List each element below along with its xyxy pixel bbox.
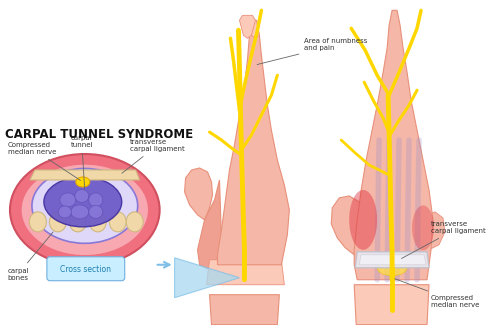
Text: Compressed
median nerve: Compressed median nerve xyxy=(394,279,480,308)
Polygon shape xyxy=(218,20,290,265)
Ellipse shape xyxy=(349,190,377,250)
Ellipse shape xyxy=(50,212,66,232)
Polygon shape xyxy=(354,285,429,325)
Polygon shape xyxy=(252,20,260,38)
Ellipse shape xyxy=(126,212,143,232)
Polygon shape xyxy=(354,10,433,280)
FancyBboxPatch shape xyxy=(47,257,124,281)
Ellipse shape xyxy=(110,212,126,232)
Polygon shape xyxy=(30,170,140,180)
Ellipse shape xyxy=(58,206,71,218)
Polygon shape xyxy=(198,180,222,270)
Text: CARPAL TUNNEL SYNDROME: CARPAL TUNNEL SYNDROME xyxy=(5,128,193,141)
Text: transverse
carpal ligament: transverse carpal ligament xyxy=(402,221,486,258)
Text: Cross section: Cross section xyxy=(60,265,112,274)
Text: carpal
bones: carpal bones xyxy=(7,232,53,281)
Ellipse shape xyxy=(44,177,122,227)
Ellipse shape xyxy=(377,260,407,276)
Ellipse shape xyxy=(89,205,103,218)
Polygon shape xyxy=(174,258,240,298)
Text: Area of numbness
and pain: Area of numbness and pain xyxy=(257,38,368,65)
Ellipse shape xyxy=(30,212,46,232)
Polygon shape xyxy=(240,15,256,38)
Ellipse shape xyxy=(60,193,76,207)
Text: carpal
tunnel: carpal tunnel xyxy=(70,135,93,189)
Polygon shape xyxy=(184,168,212,220)
Ellipse shape xyxy=(32,168,138,243)
Ellipse shape xyxy=(71,205,89,219)
Ellipse shape xyxy=(89,193,103,207)
Ellipse shape xyxy=(412,205,434,250)
Ellipse shape xyxy=(75,189,89,202)
Polygon shape xyxy=(359,255,426,265)
Ellipse shape xyxy=(90,212,106,232)
Polygon shape xyxy=(355,252,429,268)
Ellipse shape xyxy=(10,154,160,266)
Polygon shape xyxy=(424,212,445,250)
Polygon shape xyxy=(210,295,280,325)
Ellipse shape xyxy=(70,212,86,232)
Text: transverse
carpal ligament: transverse carpal ligament xyxy=(122,139,184,173)
Polygon shape xyxy=(331,196,363,255)
Polygon shape xyxy=(206,260,284,285)
Text: Compressed
median nerve: Compressed median nerve xyxy=(8,142,81,180)
Ellipse shape xyxy=(21,164,148,256)
Ellipse shape xyxy=(76,177,90,187)
